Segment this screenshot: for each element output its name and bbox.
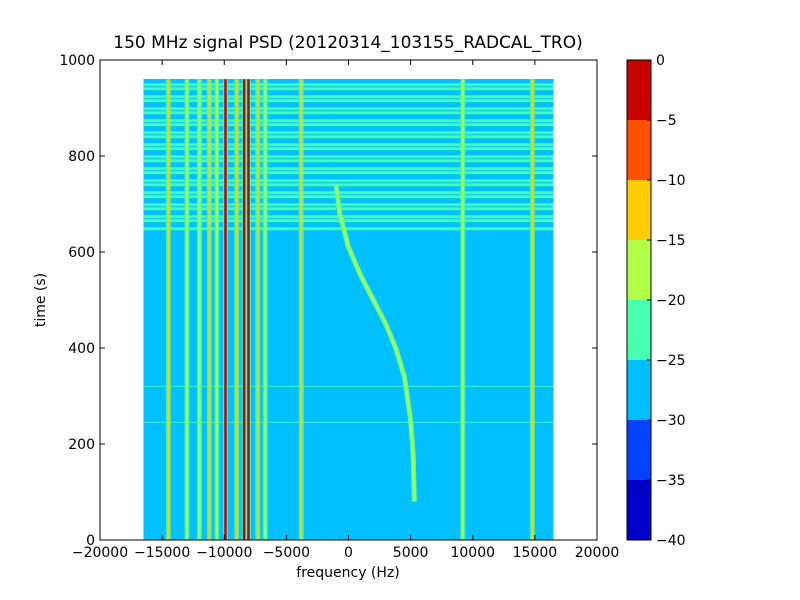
noisy-period-band (143, 79, 554, 83)
colorbar-tick-label: −10 (656, 173, 686, 189)
colorbar-tick-label: −5 (656, 113, 677, 129)
noisy-period-band (143, 143, 554, 147)
colorbar-tick-label: −20 (656, 293, 686, 309)
noisy-period-band (143, 99, 554, 103)
y-tick-label: 800 (68, 149, 95, 165)
x-tick-label: 5000 (393, 545, 429, 561)
noisy-period-band (143, 95, 554, 99)
drifting-signal (334, 184, 416, 502)
noisy-period-band (143, 227, 554, 231)
noisy-period-band (143, 151, 554, 155)
noisy-period-band (143, 175, 554, 179)
colorbar-tick-label: −30 (656, 413, 686, 429)
noisy-period-band (143, 207, 554, 211)
noisy-period-band (143, 167, 554, 171)
colorbar-level (627, 360, 651, 420)
noisy-period-band (143, 199, 554, 203)
colorbar-tick-label: −40 (656, 533, 686, 549)
noisy-period-band (143, 211, 554, 215)
noisy-period-band (143, 191, 554, 195)
colorbar-level (627, 300, 651, 360)
colorbar-tick-label: 0 (656, 53, 665, 69)
y-tick-label: 0 (86, 533, 95, 549)
noisy-period-band (143, 87, 554, 91)
y-tick-label: 600 (68, 245, 95, 261)
colorbar: 0 −5 −10 −15 −20 −25 −30 −35 −40 (626, 53, 686, 549)
noisy-period-band (143, 215, 554, 219)
colorbar-level (627, 60, 651, 120)
noisy-period-band (143, 219, 554, 223)
noisy-period-band (143, 111, 554, 115)
noisy-period-band (143, 115, 554, 119)
noisy-period-band (143, 171, 554, 175)
x-tick-label: −10000 (196, 545, 252, 561)
noisy-period-band (143, 195, 554, 199)
colorbar-tick-label: −15 (656, 233, 686, 249)
noisy-period-band (143, 147, 554, 151)
noisy-period-band (143, 187, 554, 191)
x-tick-label: 0 (344, 545, 353, 561)
noisy-period-band (143, 203, 554, 207)
noisy-period-band (143, 223, 554, 227)
colorbar-level (627, 120, 651, 180)
plot-area: −20000 −15000 −10000 −5000 0 5000 10000 15000 20… (59, 53, 619, 561)
x-axis-label: frequency (Hz) (296, 565, 399, 581)
noisy-period-band (143, 163, 554, 167)
heatmap (143, 79, 554, 540)
y-axis-label: time (s) (33, 273, 49, 327)
y-axis-ticks: 0 200 400 600 800 1000 (59, 53, 597, 549)
colorbar-level (627, 420, 651, 480)
y-tick-label: 200 (68, 437, 95, 453)
colorbar-level (627, 480, 651, 540)
y-tick-label: 400 (68, 341, 95, 357)
colorbar-level (627, 180, 651, 240)
x-tick-label: 10000 (450, 545, 495, 561)
noisy-period-band (143, 107, 554, 111)
noisy-period-band (143, 127, 554, 131)
chart-title: 150 MHz signal PSD (20120314_103155_RADC… (113, 33, 582, 53)
x-tick-label: 15000 (513, 545, 558, 561)
noisy-period-band (143, 103, 554, 107)
colorbar-ticks: 0 −5 −10 −15 −20 −25 −30 −35 −40 (647, 53, 686, 549)
noisy-period-band (143, 139, 554, 143)
x-tick-label: −20000 (72, 545, 128, 561)
noisy-period-band (143, 91, 554, 95)
noisy-period-band (143, 131, 554, 135)
noisy-period-band (143, 155, 554, 159)
noisy-period-band (143, 83, 554, 87)
x-tick-label: −5000 (263, 545, 310, 561)
y-tick-label: 1000 (59, 53, 95, 69)
x-axis-ticks: −20000 −15000 −10000 −5000 0 5000 10000 15000 20… (72, 60, 619, 561)
noisy-period-band (143, 183, 554, 187)
noisy-period-band (143, 123, 554, 127)
colorbar-tick-label: −25 (656, 353, 686, 369)
noisy-period-band (143, 119, 554, 123)
noisy-period-band (143, 135, 554, 139)
noisy-period-band (143, 159, 554, 163)
x-tick-label: −15000 (134, 545, 190, 561)
colorbar-level (627, 240, 651, 300)
colorbar-tick-label: −35 (656, 473, 686, 489)
x-tick-label: 20000 (575, 545, 620, 561)
noisy-period-band (143, 179, 554, 183)
colorbar-levels (627, 60, 651, 540)
